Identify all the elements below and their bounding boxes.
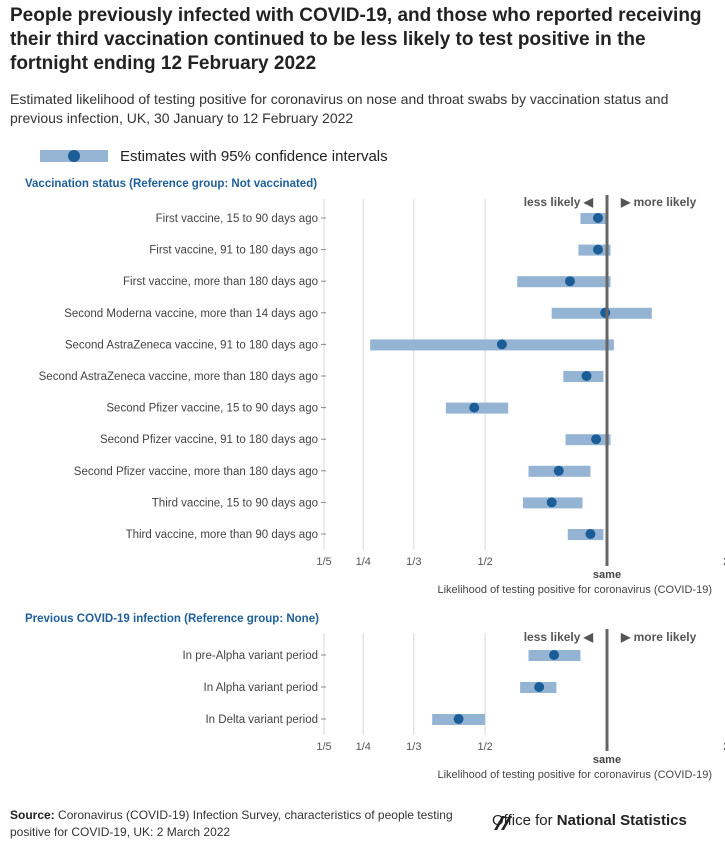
chart-subtitle: Estimated likelihood of testing positive…: [10, 91, 669, 126]
category-label-0-2: First vaccine, more than 180 days ago: [123, 276, 318, 288]
estimate-point-1-1: [534, 682, 545, 692]
chart-title: People previously infected with COVID-19…: [10, 5, 702, 74]
forest-plot: Vaccination status (Reference group: Not…: [25, 178, 725, 781]
x-axis-label-1: Likelihood of testing positive for coron…: [437, 769, 712, 781]
category-label-0-0: First vaccine, 15 to 90 days ago: [156, 213, 318, 225]
tick-label-1-2: 1/3: [406, 741, 421, 753]
ons-logo[interactable]: Office for National Statistics: [492, 812, 687, 830]
category-label-1-1: In Alpha variant period: [204, 682, 318, 694]
estimate-point-0-8: [553, 465, 564, 476]
category-label-0-1: First vaccine, 91 to 180 days ago: [149, 245, 318, 257]
tick-label-same-1: same: [593, 754, 621, 766]
tick-label-0-2: 1/3: [406, 556, 421, 568]
logo-text-bold: National Statistics: [556, 812, 687, 829]
logo-text-prefix: Office for: [492, 812, 553, 829]
category-label-0-9: Third vaccine, 15 to 90 days ago: [152, 497, 318, 509]
estimate-point-1-2: [453, 714, 464, 724]
legend-estimate-dot: [68, 150, 80, 162]
more-likely-label-1: ▶ more likely: [620, 630, 697, 644]
tick-label-0-0: 1/5: [316, 556, 331, 568]
confidence-interval-0-4: [370, 339, 614, 351]
tick-label-0-1: 1/4: [356, 556, 371, 568]
panel-title-0: Vaccination status (Reference group: Not…: [25, 178, 317, 190]
source-label: Source:: [10, 808, 55, 822]
more-likely-label-0: ▶ more likely: [620, 195, 697, 209]
confidence-interval-0-7: [565, 434, 611, 446]
source-text: Coronavirus (COVID-19) Infection Survey,…: [10, 808, 453, 839]
estimate-point-0-2: [564, 276, 575, 287]
category-label-0-6: Second Pfizer vaccine, 15 to 90 days ago: [106, 403, 318, 415]
estimate-point-0-5: [581, 371, 592, 381]
category-label-0-4: Second AstraZeneca vaccine, 91 to 180 da…: [65, 339, 318, 351]
estimate-point-0-1: [592, 244, 603, 255]
estimate-point-0-10: [585, 529, 596, 539]
footer-source: Source: Coronavirus (COVID-19) Infection…: [10, 807, 480, 841]
estimate-point-0-7: [591, 434, 602, 445]
tick-label-1-5: 2x: [723, 741, 725, 753]
category-label-0-3: Second Moderna vaccine, more than 14 day…: [64, 308, 318, 320]
tick-label-1-1: 1/4: [356, 741, 371, 753]
panel-title-1: Previous COVID-19 infection (Reference g…: [25, 613, 319, 625]
category-label-0-5: Second AstraZeneca vaccine, more than 18…: [39, 371, 318, 383]
less-likely-label-1: less likely ◀: [524, 630, 594, 644]
category-label-0-8: Second Pfizer vaccine, more than 180 day…: [74, 466, 318, 478]
tick-label-1-0: 1/5: [316, 741, 331, 753]
estimate-point-0-0: [592, 213, 603, 223]
estimate-point-0-4: [496, 339, 507, 350]
confidence-interval-0-2: [517, 276, 611, 288]
tick-label-0-5: 2x: [723, 556, 725, 568]
tick-label-same-0: same: [593, 569, 621, 581]
category-label-1-2: In Delta variant period: [205, 714, 318, 726]
legend-interval-swatch: [40, 150, 108, 162]
estimate-point-1-0: [549, 650, 560, 660]
category-label-0-10: Third vaccine, more than 90 days ago: [126, 529, 318, 541]
legend: Estimates with 95% confidence intervals: [40, 146, 388, 166]
legend-label: Estimates with 95% confidence intervals: [120, 147, 388, 165]
x-axis-label-0: Likelihood of testing positive for coron…: [437, 584, 712, 596]
ons-logo-icon: [494, 816, 512, 830]
estimate-point-0-3: [600, 307, 611, 318]
category-label-0-7: Second Pfizer vaccine, 91 to 180 days ag…: [100, 434, 318, 446]
category-label-1-0: In pre-Alpha variant period: [182, 650, 318, 662]
less-likely-label-0: less likely ◀: [524, 195, 594, 209]
estimate-point-0-6: [469, 402, 480, 413]
estimate-point-0-9: [546, 497, 557, 508]
tick-label-0-3: 1/2: [477, 556, 492, 568]
tick-label-1-3: 1/2: [477, 741, 492, 753]
